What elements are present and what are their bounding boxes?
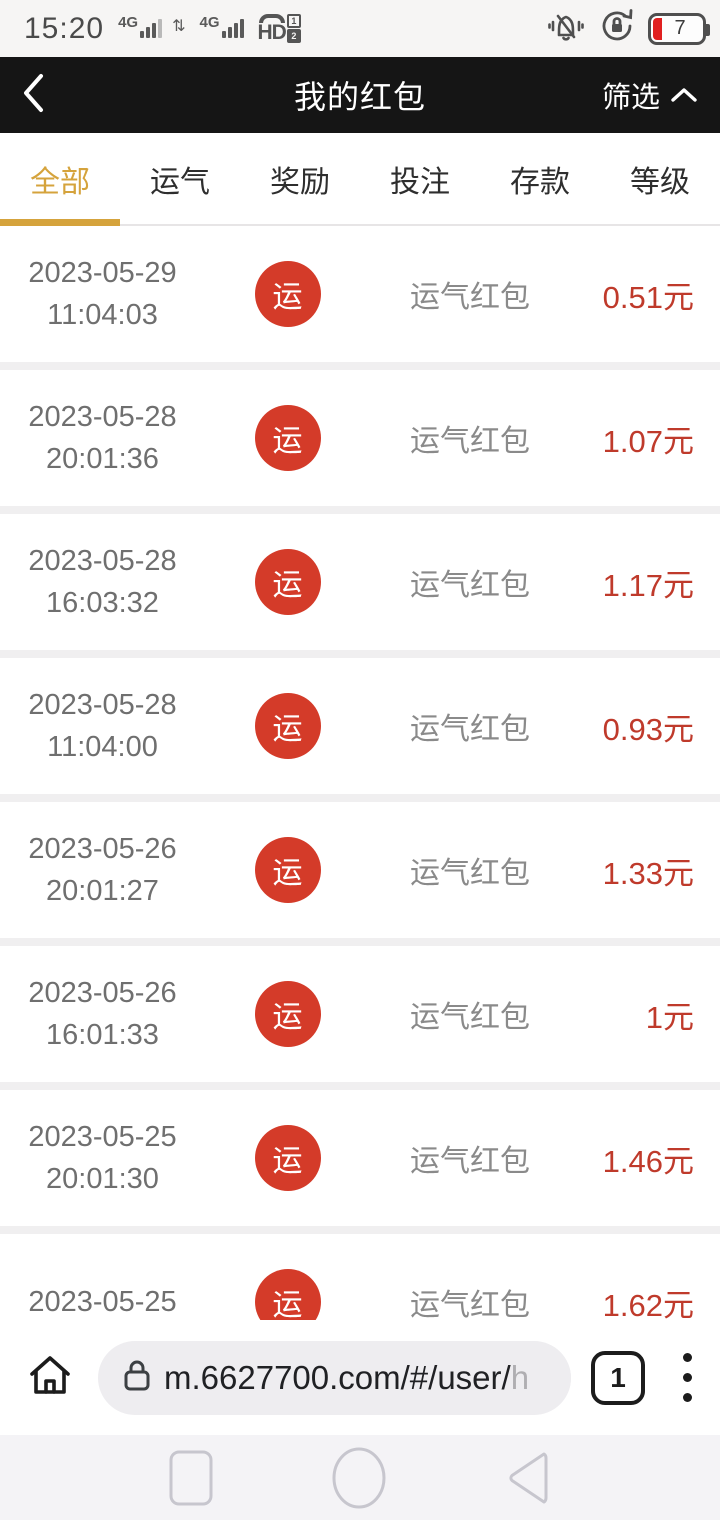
row-date: 2023-05-26 <box>28 833 177 865</box>
row-amount: 1元 <box>645 999 694 1035</box>
sim1-signal-icon: 4G <box>118 15 163 38</box>
row-amount: 1.07元 <box>602 423 694 459</box>
row-time: 20:01:30 <box>46 1163 159 1195</box>
red-packet-row[interactable]: 2023-05-26 16:01:33 运 运气红包 1元 <box>0 946 720 1082</box>
red-packet-row[interactable]: 2023-05-29 11:04:03 运 运气红包 0.51元 <box>0 226 720 362</box>
clock: 15:20 <box>24 11 105 45</box>
luck-badge-icon: 运 <box>254 981 321 1047</box>
chevron-up-icon <box>670 79 698 112</box>
browser-toolbar: m.6627700.com/#/user/h 1 <box>0 1320 720 1435</box>
row-amount: 0.51元 <box>602 279 694 315</box>
row-time: 20:01:27 <box>46 875 159 907</box>
row-type-label: 运气红包 <box>410 425 530 458</box>
home-nav-button[interactable] <box>331 1446 387 1510</box>
row-amount: 1.33元 <box>602 855 694 891</box>
luck-badge-icon: 运 <box>254 261 321 327</box>
row-datetime: 2023-05-29 11:04:03 <box>0 252 205 336</box>
row-type-label: 运气红包 <box>410 857 530 890</box>
row-type-label: 运气红包 <box>410 281 530 314</box>
row-datetime: 2023-05-28 16:03:32 <box>0 540 205 624</box>
row-time: 16:01:33 <box>46 1019 159 1051</box>
row-datetime: 2023-05-26 16:01:33 <box>0 972 205 1056</box>
luck-badge-icon: 运 <box>254 837 321 903</box>
filter-button[interactable]: 筛选 <box>602 57 698 133</box>
row-amount: 1.17元 <box>602 567 694 603</box>
row-time: 11:04:03 <box>47 299 158 331</box>
row-date: 2023-05-28 <box>28 545 177 577</box>
tab-5[interactable]: 等级 <box>630 165 690 199</box>
luck-badge-icon: 运 <box>254 693 321 759</box>
page-title: 我的红包 <box>293 79 426 115</box>
status-left: 15:20 4G ⇅ 4G HD 1 2 <box>24 12 301 46</box>
row-datetime: 2023-05-28 20:01:36 <box>0 396 205 480</box>
red-packet-row[interactable]: 2023-05-28 20:01:36 运 运气红包 1.07元 <box>0 370 720 506</box>
luck-badge-icon: 运 <box>254 1269 321 1320</box>
row-time: 16:03:32 <box>46 587 159 619</box>
row-type-label: 运气红包 <box>410 569 530 602</box>
luck-badge-icon: 运 <box>254 1125 321 1191</box>
row-datetime: 2023-05-28 11:04:00 <box>0 684 205 768</box>
status-bar: 15:20 4G ⇅ 4G HD 1 2 <box>0 0 720 57</box>
android-nav-bar <box>0 1435 720 1520</box>
row-datetime: 2023-05-25 20:01:30 <box>0 1116 205 1200</box>
tab-0[interactable]: 全部 <box>0 133 120 226</box>
row-type-label: 运气红包 <box>410 1001 530 1034</box>
red-packet-row[interactable]: 2023-05-25 20:01:30 运 运气红包 1.46元 <box>0 1090 720 1226</box>
red-packet-list: 2023-05-29 11:04:03 运运气红包 0.51元 2023-05-28 20… <box>0 226 720 1320</box>
row-time: 11:04:00 <box>47 731 158 763</box>
row-datetime: 2023-05-26 20:01:27 <box>0 828 205 912</box>
row-amount: 0.93元 <box>602 711 694 747</box>
red-packet-row[interactable]: 2023-05-28 16:03:32 运 运气红包 1.17元 <box>0 514 720 650</box>
row-date: 2023-05-28 <box>28 401 177 433</box>
row-date: 2023-05-29 <box>28 257 177 289</box>
back-button[interactable] <box>20 57 80 133</box>
back-chevron-icon <box>20 72 46 119</box>
url-bar[interactable]: m.6627700.com/#/user/h <box>98 1340 571 1415</box>
row-type-label: 运气红包 <box>410 713 530 746</box>
luck-badge-icon: 运 <box>254 549 321 615</box>
row-date: 2023-05-25 <box>28 1286 177 1318</box>
mute-vibrate-icon <box>546 8 586 49</box>
battery-percent: 7 <box>674 17 686 39</box>
tab-4[interactable]: 存款 <box>510 165 570 199</box>
tab-switcher-button[interactable]: 1 <box>591 1350 645 1405</box>
row-date: 2023-05-26 <box>28 977 177 1009</box>
row-datetime: 2023-05-25 <box>0 1281 205 1320</box>
red-packet-row[interactable]: 2023-05-28 11:04:00 运 运气红包 0.93元 <box>0 658 720 794</box>
row-amount: 1.46元 <box>602 1143 694 1179</box>
home-button[interactable] <box>24 1350 76 1405</box>
data-arrows-icon: ⇅ <box>172 17 186 35</box>
app-header: 我的红包 筛选 <box>0 57 720 133</box>
rotation-lock-icon <box>598 7 636 50</box>
category-tabs: 全部 运气 奖励 投注 存款 等级 <box>0 133 720 226</box>
luck-badge-icon: 运 <box>254 405 321 471</box>
back-nav-button[interactable] <box>504 1448 552 1508</box>
tab-2[interactable]: 奖励 <box>270 165 330 199</box>
red-packet-row[interactable]: 2023-05-26 20:01:27 运 运气红包 1.33元 <box>0 802 720 938</box>
browser-menu-button[interactable] <box>679 1349 696 1406</box>
row-type-label: 运气红包 <box>410 1289 530 1320</box>
volte-hd-icon: HD 1 2 <box>258 14 301 43</box>
sim2-signal-icon: 4G <box>200 15 244 38</box>
row-time: 20:01:36 <box>46 443 159 475</box>
battery-icon: 7 <box>648 12 710 45</box>
row-date: 2023-05-25 <box>28 1121 177 1153</box>
url-text: m.6627700.com/#/user/h <box>164 1358 530 1396</box>
lock-icon <box>122 1357 152 1398</box>
status-right: 7 <box>546 7 710 50</box>
row-amount: 1.62元 <box>602 1287 694 1321</box>
row-type-label: 运气红包 <box>410 1145 530 1178</box>
red-packet-row[interactable]: 2023-05-25 运 运气红包 1.62元 <box>0 1234 720 1320</box>
tab-3[interactable]: 投注 <box>390 165 450 199</box>
recents-button[interactable] <box>168 1449 214 1507</box>
row-date: 2023-05-28 <box>28 689 177 721</box>
tab-1[interactable]: 运气 <box>150 165 210 199</box>
